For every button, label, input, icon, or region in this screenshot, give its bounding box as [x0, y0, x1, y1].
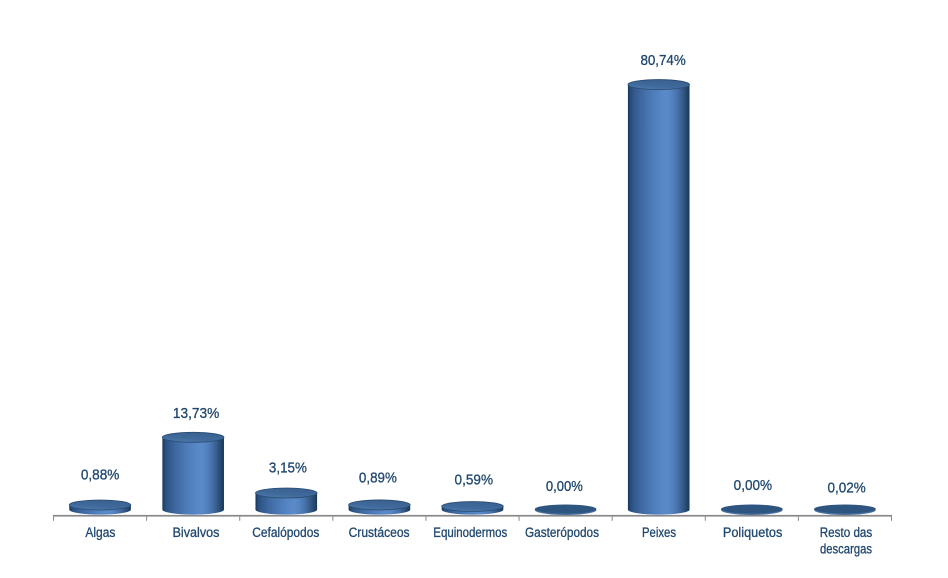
- svg-text:Algas: Algas: [85, 525, 115, 540]
- svg-text:Resto das: Resto das: [820, 525, 873, 540]
- svg-text:Poliquetos: Poliquetos: [723, 525, 783, 540]
- svg-text:Gasterópodos: Gasterópodos: [525, 525, 599, 540]
- svg-text:0,89%: 0,89%: [359, 470, 397, 487]
- svg-text:0,02%: 0,02%: [827, 480, 865, 497]
- svg-text:descargas: descargas: [820, 541, 872, 556]
- svg-text:Peixes: Peixes: [642, 525, 676, 540]
- svg-text:Equinodermos: Equinodermos: [433, 525, 507, 540]
- svg-text:3,15%: 3,15%: [269, 460, 307, 477]
- svg-text:Bivalvos: Bivalvos: [173, 525, 220, 540]
- svg-text:0,00%: 0,00%: [734, 477, 773, 494]
- svg-text:0,59%: 0,59%: [455, 472, 494, 489]
- svg-text:Crustáceos: Crustáceos: [349, 525, 410, 540]
- svg-text:0,88%: 0,88%: [81, 467, 120, 484]
- svg-text:Cefalópodos: Cefalópodos: [252, 525, 319, 540]
- svg-text:13,73%: 13,73%: [173, 405, 220, 422]
- svg-text:80,74%: 80,74%: [640, 52, 685, 69]
- svg-text:0,00%: 0,00%: [546, 478, 583, 495]
